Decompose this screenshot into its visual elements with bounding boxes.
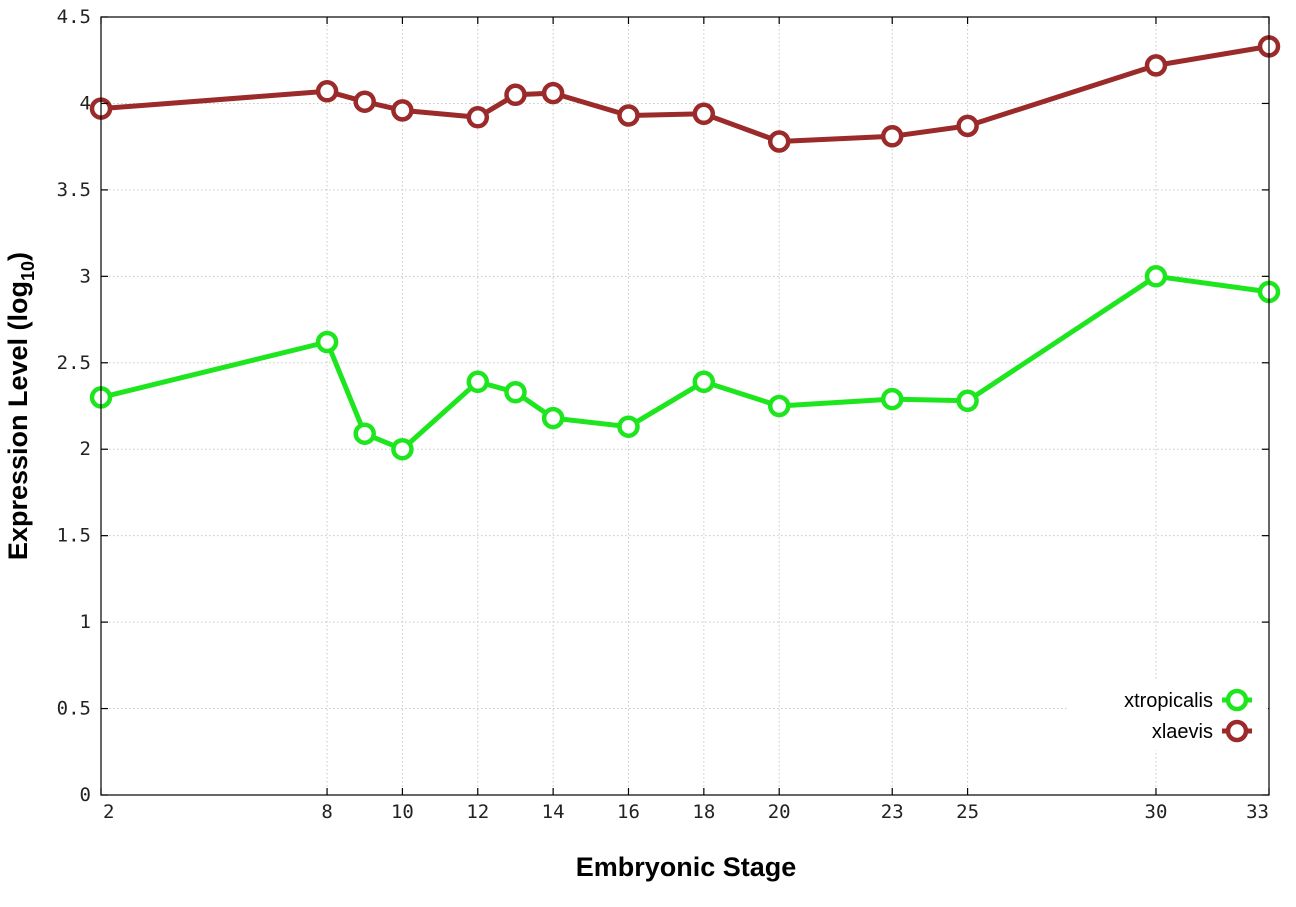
y-axis-title-main: Expression Level (log	[3, 281, 33, 560]
y-tick-label: 3	[80, 265, 91, 287]
x-tick-label: 14	[542, 801, 565, 823]
grid-lines	[101, 17, 1269, 795]
y-tick-label: 2	[80, 438, 91, 460]
data-point-xlaevis	[315, 80, 339, 103]
data-point-xlaevis	[504, 83, 527, 107]
data-point-xlaevis	[541, 81, 565, 105]
axis-ticks	[100, 16, 1270, 796]
data-point-xlaevis	[767, 130, 791, 153]
data-point-xtropicalis	[617, 415, 640, 438]
x-tick-label: 16	[617, 801, 640, 823]
series-line-xlaevis	[98, 43, 1272, 144]
y-tick-label: 2.5	[57, 352, 91, 374]
data-point-xtropicalis	[880, 387, 904, 411]
x-tick-label: 25	[956, 801, 979, 823]
data-point-xtropicalis	[391, 437, 414, 461]
data-point-xtropicalis	[504, 380, 527, 404]
y-tick-label: 4.5	[57, 6, 91, 28]
x-tick-label: 20	[768, 801, 791, 823]
legend-marker-xlaevis	[1225, 719, 1249, 743]
data-point-xlaevis	[692, 102, 716, 126]
legend: xtropicalis xlaevis	[1068, 680, 1268, 750]
y-axis-title-close: )	[3, 252, 33, 261]
data-point-xtropicalis	[353, 422, 376, 445]
data-point-xtropicalis	[315, 330, 339, 354]
data-point-xtropicalis	[956, 389, 979, 413]
legend-label-xtropicalis: xtropicalis	[1124, 690, 1213, 712]
plot-frame	[100, 16, 1270, 796]
y-tick-label: 3.5	[57, 179, 91, 201]
data-point-xtropicalis	[466, 370, 490, 394]
x-tick-label: 2	[103, 801, 114, 823]
x-tick-label: 33	[1246, 801, 1269, 823]
y-tick-label: 0.5	[57, 698, 91, 720]
data-point-xlaevis	[1144, 54, 1168, 77]
y-axis-title: Expression Level (log10)	[3, 252, 38, 560]
tick-labels: 0 0.5 1 1.5 2 2.5 3 3.5 4 4.5 2 8 10 12 14 16 18 20 23 25 30…	[57, 6, 1269, 823]
y-tick-label: 0	[80, 784, 91, 806]
x-tick-label: 8	[321, 801, 332, 823]
x-tick-label: 30	[1145, 801, 1168, 823]
legend-label-xlaevis: xlaevis	[1152, 721, 1213, 743]
data-point-xtropicalis	[767, 394, 791, 418]
y-tick-label: 1.5	[57, 525, 91, 547]
x-tick-label: 12	[466, 801, 489, 823]
y-tick-label: 1	[80, 611, 91, 633]
data-point-xlaevis	[353, 90, 376, 113]
data-point-xtropicalis	[692, 370, 716, 394]
series-layer	[89, 35, 1281, 461]
x-axis-title: Embryonic Stage	[576, 852, 797, 882]
data-point-xlaevis	[466, 106, 490, 129]
y-axis-title-subscript: 10	[18, 261, 38, 281]
x-tick-label: 10	[391, 801, 414, 823]
data-point-xlaevis	[956, 114, 979, 138]
data-point-xlaevis	[880, 125, 904, 148]
data-point-xtropicalis	[541, 406, 565, 430]
y-tick-label: 4	[80, 92, 91, 114]
legend-marker-xtropicalis	[1225, 688, 1249, 712]
data-point-xtropicalis	[1144, 265, 1168, 288]
data-point-xlaevis	[391, 99, 414, 122]
data-point-xlaevis	[617, 104, 640, 127]
x-tick-label: 18	[692, 801, 715, 823]
x-tick-label: 23	[881, 801, 904, 823]
